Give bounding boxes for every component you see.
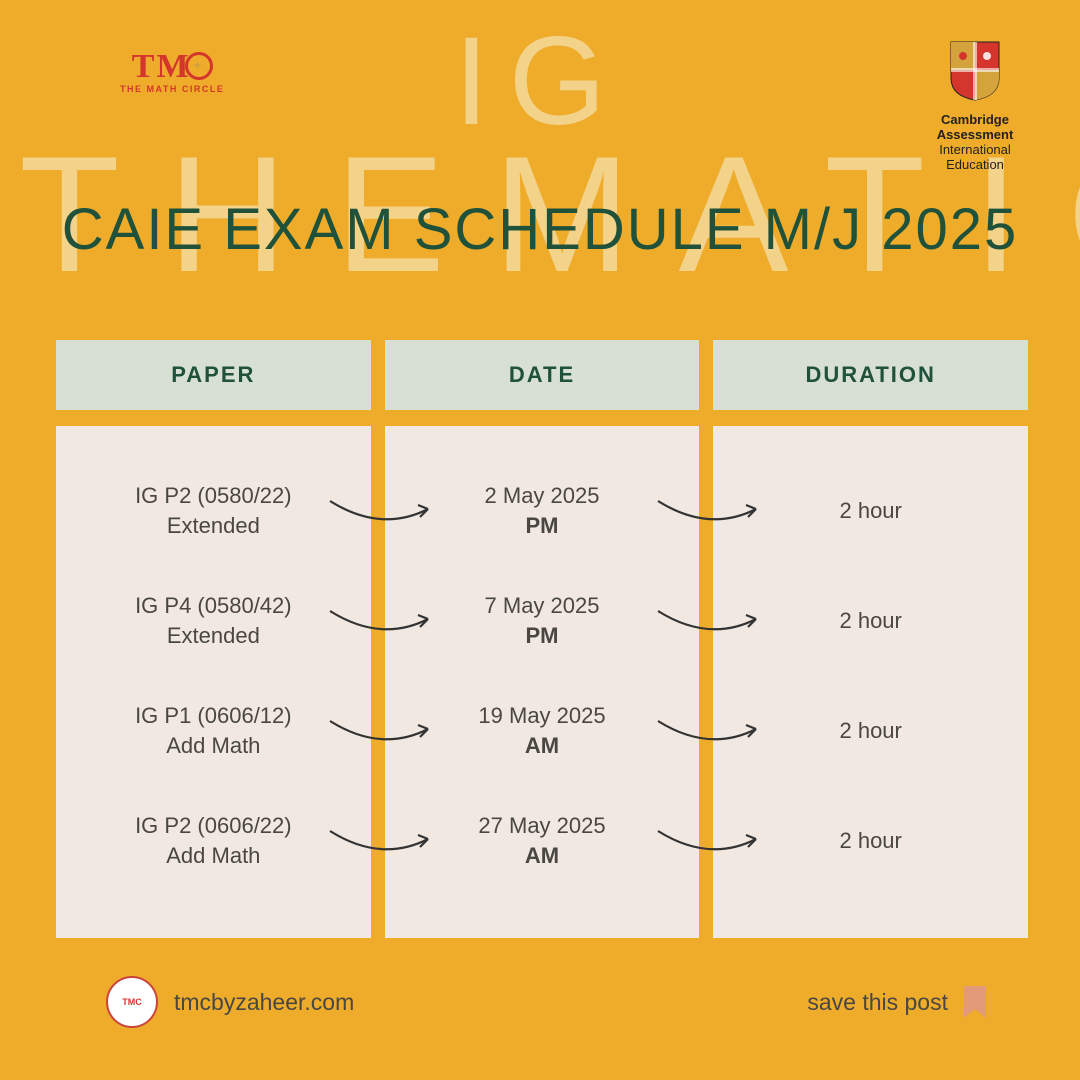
- paper-code: IG P2 (0606/22): [135, 811, 292, 841]
- exam-duration: 2 hour: [839, 826, 901, 856]
- exam-duration: 2 hour: [839, 606, 901, 636]
- table-body: IG P2 (0580/22)ExtendedIG P4 (0580/42)Ex…: [56, 426, 1028, 938]
- footer-url: tmcbyzaheer.com: [174, 989, 354, 1016]
- column-paper: IG P2 (0580/22)ExtendedIG P4 (0580/42)Ex…: [56, 426, 371, 938]
- schedule-table: PAPER DATE DURATION IG P2 (0580/22)Exten…: [56, 340, 1028, 938]
- exam-date: 19 May 2025: [478, 701, 605, 731]
- arrow-icon: [654, 601, 764, 641]
- tmc-letters: TM: [132, 48, 191, 85]
- paper-variant: Extended: [167, 511, 260, 541]
- shield-icon: [947, 40, 1003, 102]
- arrow-icon: [654, 491, 764, 531]
- paper-variant: Add Math: [166, 731, 260, 761]
- tmc-logo: TM THE MATH CIRCLE: [120, 48, 224, 94]
- arrow-icon: [654, 711, 764, 751]
- page-title: CAIE EXAM SCHEDULE M/J 2025: [62, 196, 1019, 263]
- table-header-row: PAPER DATE DURATION: [56, 340, 1028, 410]
- cam-line3: International: [920, 143, 1030, 158]
- exam-session: AM: [525, 731, 559, 761]
- cam-line1: Cambridge: [920, 113, 1030, 128]
- footer-left: TMC tmcbyzaheer.com: [106, 976, 354, 1028]
- cam-line2: Assessment: [920, 128, 1030, 143]
- footer: TMC tmcbyzaheer.com save this post: [106, 976, 988, 1028]
- tmc-logo-text: TM: [120, 48, 224, 86]
- arrow-icon: [326, 601, 436, 641]
- arrow-icon: [654, 821, 764, 861]
- footer-circle-text: TMC: [122, 998, 142, 1007]
- arrow-icon: [326, 491, 436, 531]
- infographic-canvas: IG MATHEMATICS TM THE MATH CIRCLE Cambri…: [0, 0, 1080, 1080]
- save-post-text: save this post: [807, 989, 948, 1016]
- paper-variant: Extended: [167, 621, 260, 651]
- exam-duration: 2 hour: [839, 496, 901, 526]
- exam-date: 2 May 2025: [485, 481, 600, 511]
- header-paper: PAPER: [56, 340, 371, 410]
- header-date: DATE: [385, 340, 700, 410]
- footer-right: save this post: [807, 985, 988, 1019]
- exam-date: 7 May 2025: [485, 591, 600, 621]
- paper-code: IG P2 (0580/22): [135, 481, 292, 511]
- bookmark-icon: [962, 985, 988, 1019]
- cambridge-text: Cambridge Assessment International Educa…: [920, 113, 1030, 173]
- exam-session: PM: [526, 511, 559, 541]
- paper-variant: Add Math: [166, 841, 260, 871]
- tmc-circle-icon: [185, 52, 213, 80]
- footer-logo-circle: TMC: [106, 976, 158, 1028]
- cam-line4: Education: [920, 158, 1030, 173]
- table-row: IG P1 (0606/12)Add Math: [56, 676, 371, 786]
- table-row: IG P2 (0606/22)Add Math: [56, 786, 371, 896]
- cambridge-logo: Cambridge Assessment International Educa…: [920, 40, 1030, 173]
- exam-session: PM: [526, 621, 559, 651]
- paper-code: IG P4 (0580/42): [135, 591, 292, 621]
- table-row: IG P2 (0580/22)Extended: [56, 456, 371, 566]
- table-row: IG P4 (0580/42)Extended: [56, 566, 371, 676]
- exam-session: AM: [525, 841, 559, 871]
- paper-code: IG P1 (0606/12): [135, 701, 292, 731]
- exam-duration: 2 hour: [839, 716, 901, 746]
- exam-date: 27 May 2025: [478, 811, 605, 841]
- header-duration: DURATION: [713, 340, 1028, 410]
- arrow-icon: [326, 711, 436, 751]
- arrow-icon: [326, 821, 436, 861]
